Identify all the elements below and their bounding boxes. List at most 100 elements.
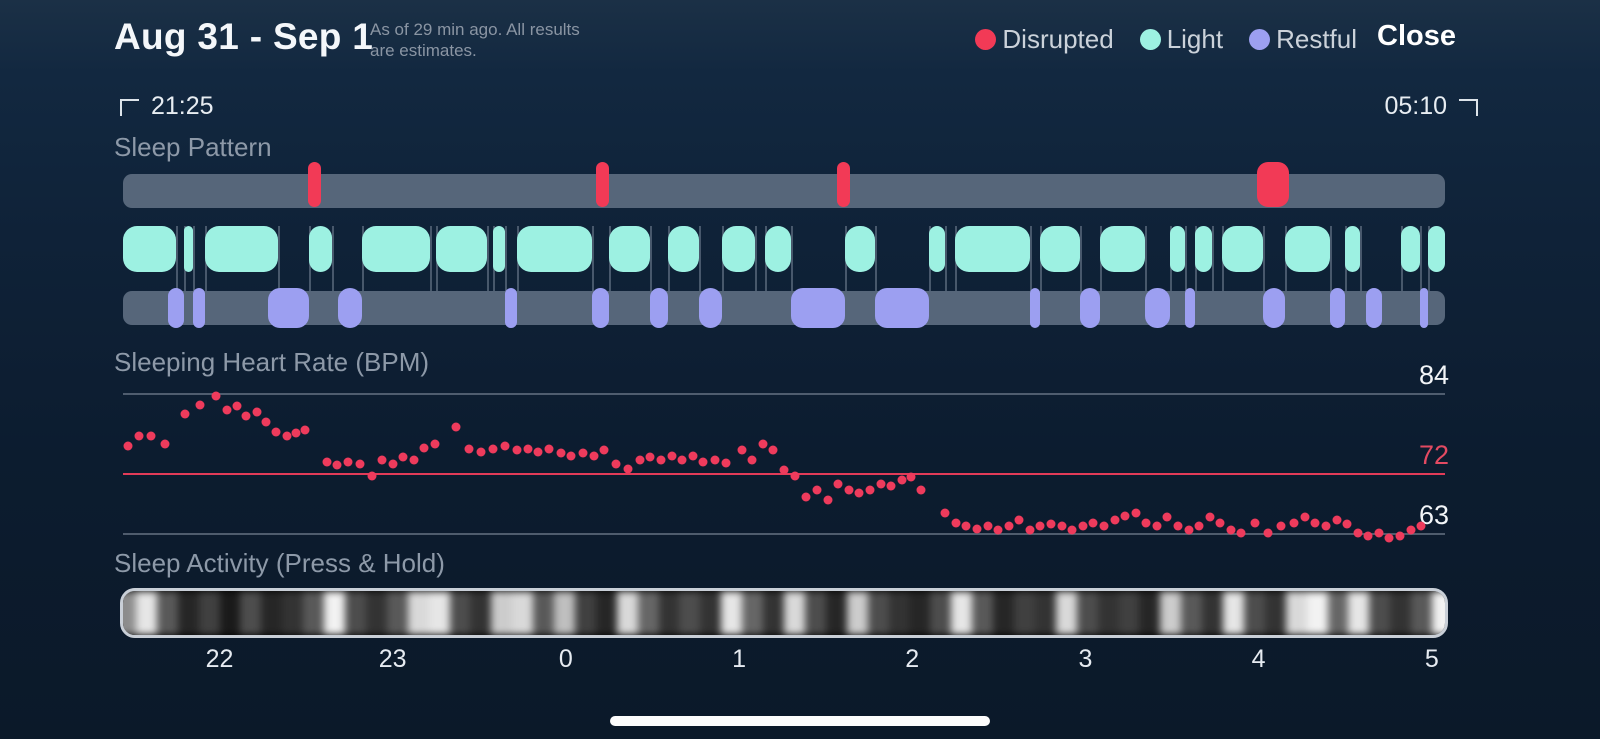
heart-rate-chart: 84 72 63 [123, 360, 1449, 543]
legend-label: Disrupted [1002, 24, 1114, 54]
hr-dot [367, 471, 377, 481]
gridline-84 [123, 393, 1445, 395]
crop-end-icon [1459, 99, 1478, 116]
activity-band [804, 591, 826, 635]
activity-band [784, 591, 805, 635]
legend-item-disrupted: Disrupted [975, 24, 1114, 55]
activity-band [909, 591, 931, 635]
activity-band [1369, 591, 1391, 635]
hr-dot [758, 439, 768, 449]
hr-dot [1205, 512, 1215, 522]
hr-dot [886, 481, 896, 491]
restful-dot-icon [1249, 29, 1271, 50]
hr-dot [801, 492, 811, 502]
activity-band [407, 591, 429, 635]
activity-band [574, 591, 596, 635]
hr-dot [388, 459, 398, 469]
activity-band [261, 591, 283, 635]
hr-dot [961, 521, 971, 531]
hr-dot [1226, 525, 1236, 535]
transition-line [1144, 226, 1147, 292]
hr-dot [1300, 512, 1310, 522]
transition-line [1262, 226, 1265, 292]
hr-dot [710, 455, 720, 465]
restful-segment [1080, 288, 1100, 328]
activity-band [554, 591, 575, 635]
hr-dot [332, 460, 342, 470]
hr-dot [854, 488, 864, 498]
hr-dot [488, 444, 498, 454]
hr-dot [222, 405, 232, 415]
hr-dot [1276, 521, 1286, 531]
hr-dot [500, 441, 510, 451]
activity-band [1411, 591, 1433, 635]
hr-dot [271, 427, 281, 437]
close-button[interactable]: Close [1377, 20, 1456, 52]
activity-band [470, 591, 492, 635]
light-segment [721, 226, 755, 272]
activity-band [1013, 591, 1035, 635]
activity-band [240, 591, 262, 635]
restful-segment [268, 288, 310, 328]
light-segment [844, 226, 876, 272]
hr-dot [823, 495, 833, 505]
activity-band [993, 591, 1014, 635]
hr-dot [779, 465, 789, 475]
hr-dot [1236, 528, 1246, 538]
activity-band [888, 591, 910, 635]
light-segment [1040, 226, 1081, 272]
activity-band [365, 591, 387, 635]
transition-line [1184, 226, 1187, 292]
end-time: 05:10 [1384, 92, 1447, 120]
restful-segment [592, 288, 610, 328]
hr-dot [123, 441, 133, 451]
light-segment [1285, 226, 1330, 272]
hr-dot [1395, 531, 1405, 541]
sleep-activity-bar[interactable] [120, 588, 1448, 638]
hr-dot [430, 439, 440, 449]
activity-band [428, 591, 450, 635]
activity-band [616, 591, 638, 635]
hr-dot [1099, 521, 1109, 531]
restful-segment [1184, 288, 1196, 328]
activity-band [512, 591, 534, 635]
hr-dot [261, 417, 271, 427]
hr-dot [916, 485, 926, 495]
transition-line [699, 226, 702, 292]
light-segment [204, 226, 278, 272]
restful-segment [338, 288, 363, 328]
hr-dot [906, 472, 916, 482]
transition-line [1212, 226, 1215, 292]
restful-segment [193, 288, 205, 328]
hr-dot [1353, 528, 1363, 538]
light-segment [1195, 226, 1213, 272]
hr-dot [211, 391, 221, 401]
light-segment [516, 226, 593, 272]
hr-dot [1363, 531, 1373, 541]
restful-segment [1419, 288, 1428, 328]
hr-dot [611, 459, 621, 469]
hour-label-22: 22 [205, 645, 234, 673]
sleep-pattern-chart [123, 162, 1445, 328]
hr-dot [645, 452, 655, 462]
activity-band [1285, 591, 1307, 635]
home-indicator[interactable] [610, 716, 990, 726]
hr-dot [1250, 518, 1260, 528]
hr-dot [1131, 508, 1141, 518]
transition-line [505, 226, 508, 292]
hr-dot [180, 409, 190, 419]
activity-band [156, 591, 178, 635]
light-segment [309, 226, 332, 272]
legend-item-light: Light [1139, 24, 1223, 55]
activity-band [825, 591, 847, 635]
hr-dot [1332, 515, 1342, 525]
hr-dot [747, 455, 757, 465]
hour-label-5: 5 [1424, 645, 1439, 673]
hour-label-1: 1 [732, 645, 746, 673]
transition-line [592, 226, 595, 292]
light-segment [609, 226, 651, 272]
activity-band [1181, 591, 1203, 635]
hr-dot [322, 457, 332, 467]
hr-dot [993, 525, 1003, 535]
